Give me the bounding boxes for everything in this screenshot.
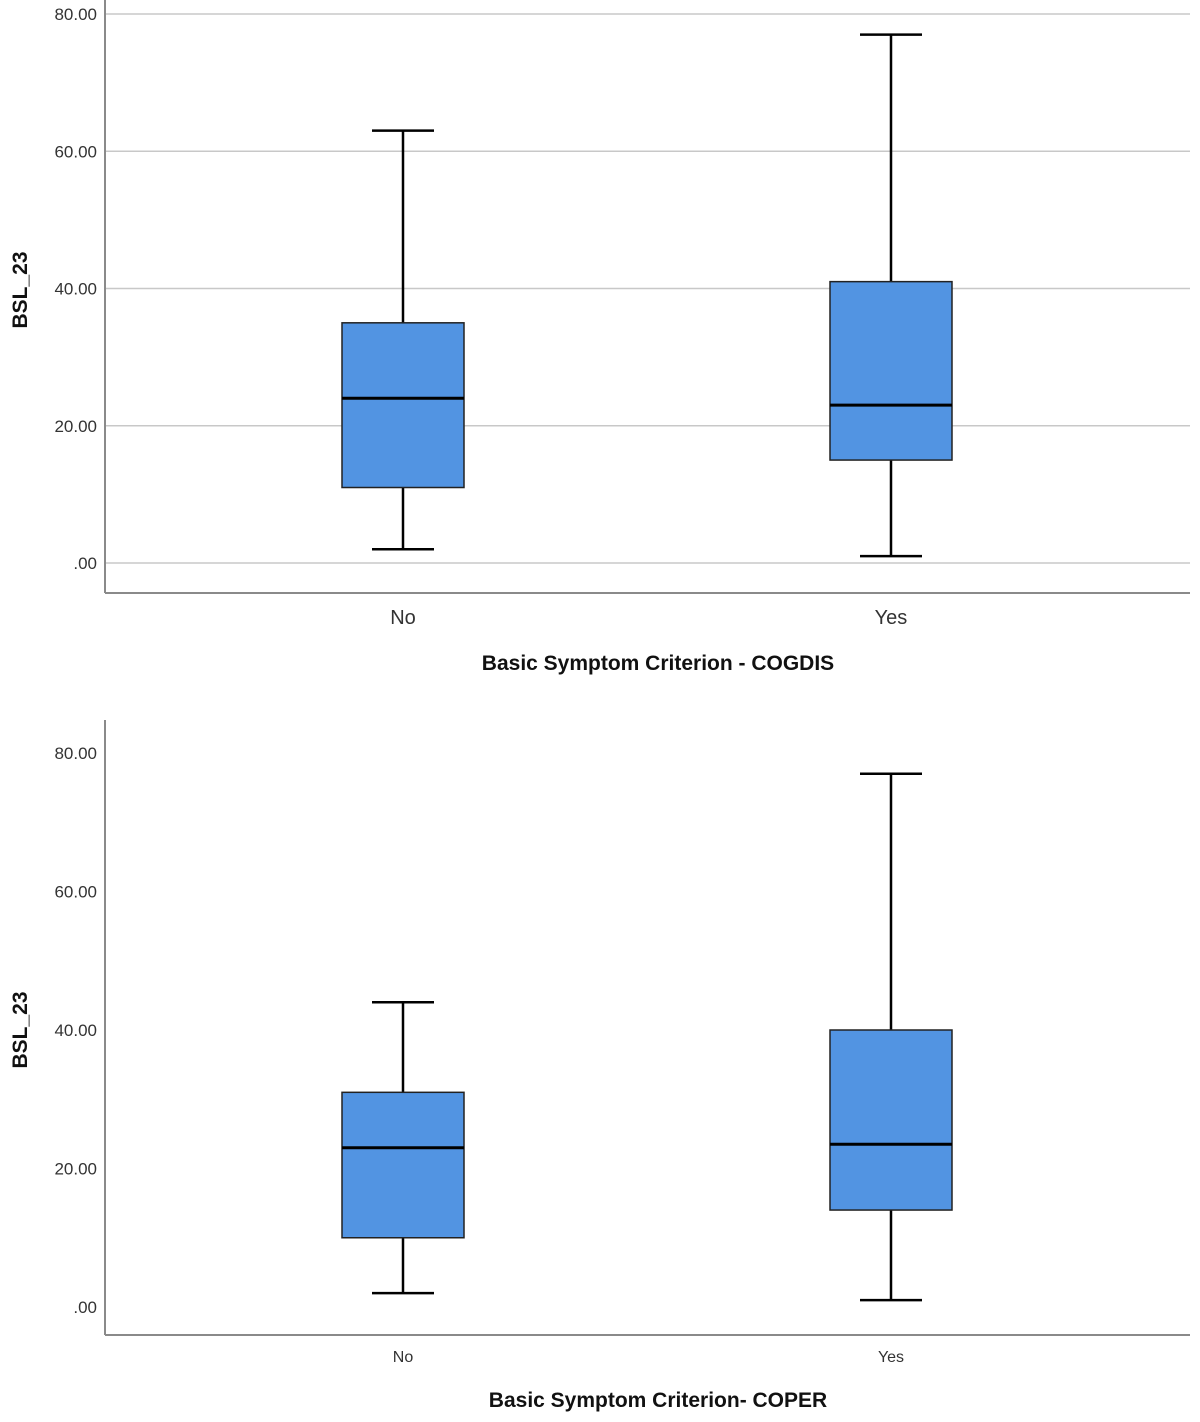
y-tick-label: 40.00 <box>54 1021 97 1040</box>
box-yes <box>829 33 953 558</box>
y-tick-label: 80.00 <box>54 744 97 763</box>
x-tick-label: Yes <box>875 607 908 629</box>
box-no <box>341 1001 465 1295</box>
y-tick-label: .00 <box>73 554 97 573</box>
y-tick-label: 20.00 <box>54 1160 97 1179</box>
y-tick-label: .00 <box>73 1298 97 1317</box>
chart-panel-2: .00 20.00 40.00 60.00 80.00 No Yes Basic Sympto… <box>9 720 1190 1412</box>
box-no <box>341 129 465 551</box>
iqr-box <box>829 1029 953 1211</box>
y-tick-label: 20.00 <box>54 417 97 436</box>
y-tick-label: 60.00 <box>54 142 97 161</box>
box-yes <box>829 772 953 1302</box>
x-tick-label: No <box>393 1349 414 1366</box>
x-tick-label: No <box>390 607 416 629</box>
y-tick-label: 80.00 <box>54 5 97 24</box>
x-axis-title: Basic Symptom Criterion- COPER <box>489 1389 827 1412</box>
iqr-box <box>341 1091 465 1239</box>
chart-panel-1: .00 20.00 40.00 60.00 80.00 No Yes Basic Sympto… <box>9 0 1190 675</box>
y-axis-title: BSL_23 <box>9 991 32 1068</box>
x-axis-title: Basic Symptom Criterion - COGDIS <box>482 652 834 675</box>
y-tick-label: 40.00 <box>54 280 97 299</box>
x-tick-label: Yes <box>878 1349 904 1366</box>
y-tick-label: 60.00 <box>54 883 97 902</box>
iqr-box <box>341 322 465 489</box>
y-axis-title: BSL_23 <box>9 251 32 328</box>
iqr-box <box>829 280 953 461</box>
